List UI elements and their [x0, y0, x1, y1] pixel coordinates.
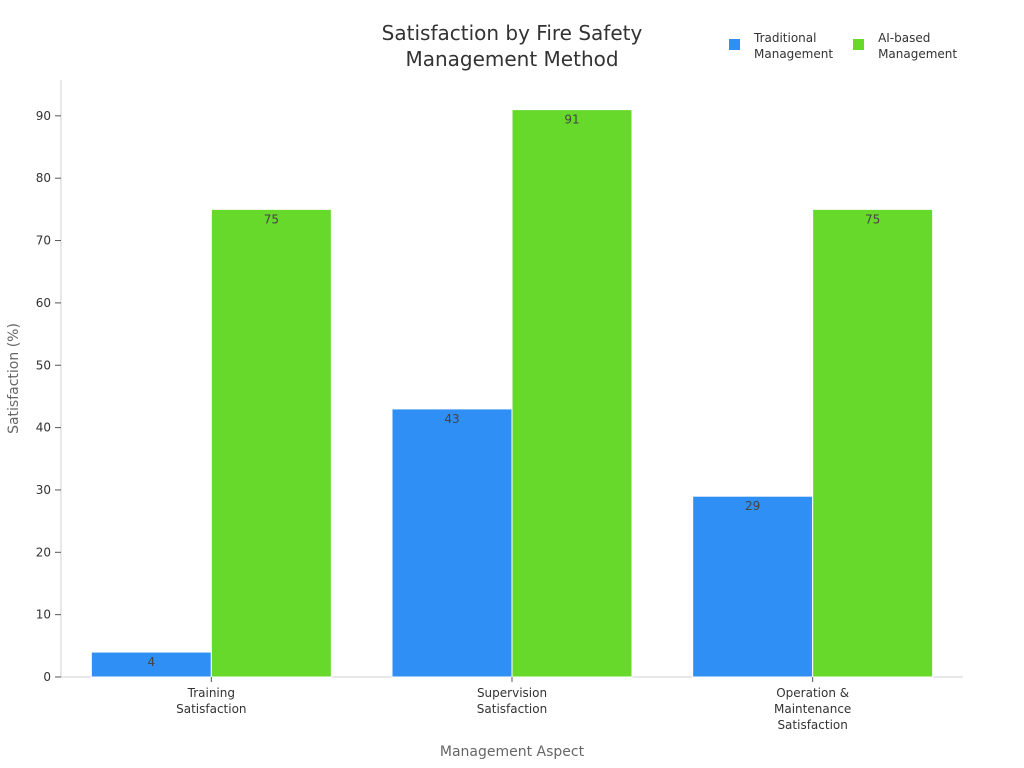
- legend: Traditional Management AI-based Manageme…: [729, 30, 957, 62]
- y-axis-title: Satisfaction (%): [6, 323, 22, 434]
- bar-value-label: 29: [745, 499, 760, 513]
- x-tick-label-line: Satisfaction: [477, 702, 547, 716]
- y-tick-label: 90: [36, 109, 51, 123]
- chart-title-line-2: Management Method: [405, 47, 619, 71]
- bar-value-label: 75: [865, 212, 880, 226]
- legend-item-ai-based[interactable]: AI-based Management: [853, 30, 957, 62]
- x-tick-label-line: Satisfaction: [176, 702, 246, 716]
- y-tick-label: 50: [36, 358, 51, 372]
- bar: [511, 109, 633, 678]
- legend-label-ai-based: AI-based Management: [878, 31, 958, 61]
- y-tick-label: 70: [36, 234, 51, 248]
- x-tick-label: Operation & Maintenance Satisfaction: [774, 686, 851, 732]
- chart-title-line-1: Satisfaction by Fire Safety: [381, 21, 643, 45]
- bar: [210, 208, 332, 678]
- y-tick-label: 40: [36, 421, 51, 435]
- bar-value-label: 43: [444, 412, 459, 426]
- bar: [812, 208, 934, 678]
- bar-value-label: 91: [564, 113, 579, 127]
- bar: [692, 495, 814, 678]
- bar-value-label: 75: [264, 212, 279, 226]
- legend-swatch-traditional: [729, 39, 740, 50]
- x-tick-label-line: Operation &: [776, 686, 849, 700]
- x-tick-label: Training Satisfaction: [176, 686, 246, 716]
- x-tick-label-line: Satisfaction: [777, 718, 847, 732]
- chart-title: Satisfaction by Fire Safety Management M…: [312, 20, 712, 72]
- x-axis-title: Management Aspect: [440, 744, 585, 760]
- x-tick-label-line: Maintenance: [774, 702, 851, 716]
- legend-item-traditional[interactable]: Traditional Management: [729, 30, 833, 62]
- x-tick-label: Supervision Satisfaction: [477, 686, 547, 716]
- y-tick-label: 0: [43, 670, 51, 684]
- x-tick-label-line: Supervision: [477, 686, 547, 700]
- y-tick-label: 80: [36, 171, 51, 185]
- x-tick-label-line: Training: [187, 686, 235, 700]
- bar: [391, 408, 513, 678]
- bar-value-label: 4: [148, 655, 156, 669]
- legend-label-traditional: Traditional Management: [754, 31, 834, 61]
- legend-swatch-ai-based: [853, 39, 865, 50]
- y-tick-label: 10: [36, 608, 51, 622]
- y-tick-label: 20: [36, 545, 51, 559]
- y-tick-label: 60: [36, 296, 51, 310]
- y-tick-label: 30: [36, 483, 51, 497]
